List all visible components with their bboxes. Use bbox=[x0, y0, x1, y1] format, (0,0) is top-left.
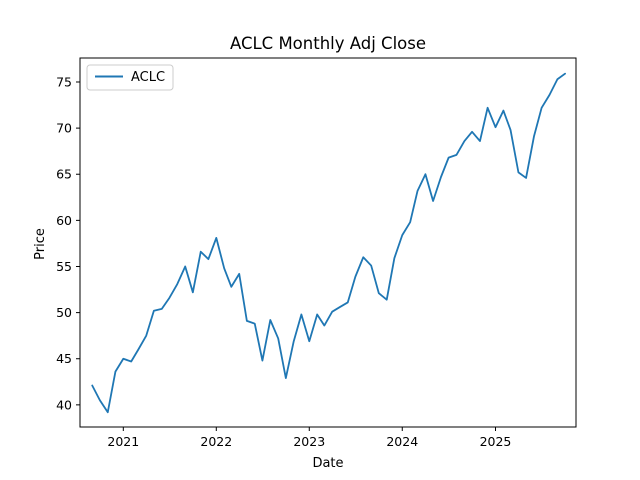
x-axis-title: Date bbox=[312, 456, 343, 471]
y-tick-label: 45 bbox=[56, 351, 72, 366]
x-tick-label: 2024 bbox=[386, 434, 418, 449]
chart-title: ACLC Monthly Adj Close bbox=[230, 34, 426, 53]
y-axis-title: Price bbox=[33, 228, 48, 260]
y-tick-label: 75 bbox=[56, 74, 72, 89]
y-tick-label: 65 bbox=[56, 167, 72, 182]
y-tick-label: 50 bbox=[56, 305, 72, 320]
legend: ACLC bbox=[86, 64, 174, 91]
plot-area: 40 45 50 55 60 65 70 75 2021 2022 2023 2024 2025 bbox=[56, 57, 577, 449]
legend-label: ACLC bbox=[131, 70, 165, 85]
y-tick-label: 40 bbox=[56, 397, 72, 412]
x-tick-label: 2022 bbox=[200, 434, 232, 449]
axes-frame bbox=[79, 57, 577, 428]
series-line-aclc bbox=[91, 72, 566, 414]
x-tick-label: 2021 bbox=[107, 434, 139, 449]
y-tick-label: 60 bbox=[56, 213, 72, 228]
y-tick-label: 55 bbox=[56, 259, 72, 274]
x-tick-label: 2025 bbox=[480, 434, 512, 449]
legend-box bbox=[86, 64, 174, 91]
y-tick-label: 70 bbox=[56, 121, 72, 136]
x-tick-label: 2023 bbox=[293, 434, 325, 449]
